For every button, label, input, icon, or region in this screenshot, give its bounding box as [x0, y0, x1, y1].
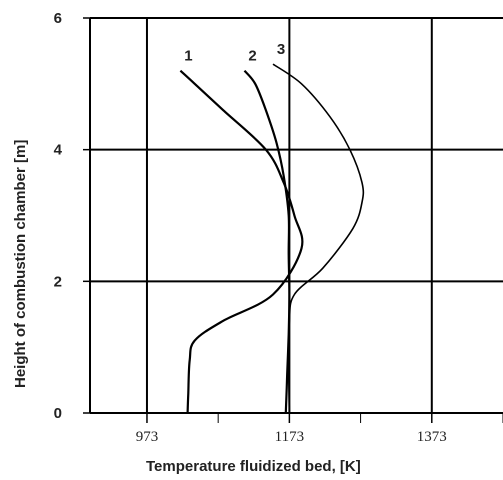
- series-line-1: [179, 69, 304, 414]
- axes: [83, 17, 503, 423]
- y-tick-label-2: 2: [54, 273, 62, 290]
- y-axis-label: Height of combustion chamber [m]: [12, 139, 29, 388]
- gridlines: [90, 17, 503, 413]
- tick-labels: 973 1173 1373 0 2 4 6 1 2 3: [54, 10, 447, 445]
- series-lines: [179, 63, 365, 414]
- x-axis-label: Temperature fluidized bed, [K]: [146, 458, 361, 475]
- y-tick-label-4: 4: [54, 142, 63, 159]
- x-tick-label-1173: 1173: [275, 429, 304, 445]
- series-line-3: [272, 63, 365, 414]
- series-line-2: [243, 69, 291, 414]
- x-tick-label-1373: 1373: [417, 429, 447, 445]
- x-tick-label-973: 973: [136, 429, 159, 445]
- series-label-3: 3: [277, 41, 285, 58]
- series-label-1: 1: [184, 48, 192, 65]
- y-tick-label-6: 6: [54, 10, 62, 27]
- series-label-2: 2: [248, 48, 256, 65]
- y-tick-label-0: 0: [54, 405, 62, 422]
